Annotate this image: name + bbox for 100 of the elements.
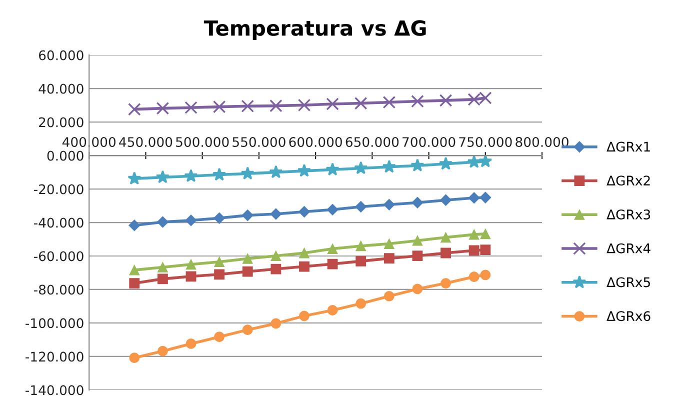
x-tick-label: 450.000 (119, 137, 172, 147)
point (214, 269, 225, 280)
point (384, 290, 394, 302)
point (270, 99, 282, 112)
point (467, 154, 481, 168)
point (157, 262, 168, 272)
point (270, 208, 282, 220)
point (354, 161, 368, 174)
point (412, 235, 423, 246)
x-tick-label: 650.000 (346, 137, 399, 147)
legend-label: ΔGRx4 (606, 243, 650, 254)
point (128, 102, 141, 116)
y-tick-label: -60.000 (34, 251, 84, 262)
point (354, 96, 368, 110)
point (384, 253, 394, 264)
legend-label: ΔGRx1 (606, 142, 650, 152)
point (242, 253, 253, 264)
x-tick-label: 750.000 (459, 137, 512, 147)
point (270, 264, 282, 274)
point (326, 98, 339, 110)
point (327, 305, 338, 316)
point (439, 94, 452, 107)
point (480, 244, 491, 256)
point (156, 102, 170, 115)
point (269, 165, 283, 178)
point (186, 271, 196, 282)
point (440, 232, 451, 243)
point (412, 250, 423, 262)
legend-label: ΔGRx6 (606, 311, 650, 322)
point (382, 96, 396, 109)
point (439, 156, 453, 170)
point (326, 204, 338, 216)
point (242, 210, 254, 222)
y-tick-label: 40.000 (38, 84, 84, 94)
point (382, 160, 396, 173)
point (128, 172, 142, 185)
point (241, 100, 254, 113)
y-tick-label: -80.000 (34, 284, 84, 295)
point (214, 332, 225, 342)
x-tick-label: 800.000 (516, 137, 568, 147)
point (297, 164, 312, 177)
point (356, 256, 366, 266)
point (128, 220, 140, 232)
point (212, 100, 226, 114)
point (299, 310, 310, 322)
point (327, 244, 338, 254)
point (326, 162, 340, 176)
point (129, 264, 140, 276)
point (480, 270, 491, 280)
point (157, 274, 168, 284)
point (156, 216, 168, 228)
y-tick-label: -20.000 (34, 184, 84, 194)
y-tick-label: 0.000 (47, 150, 84, 161)
point (242, 266, 253, 277)
point (214, 256, 225, 268)
point (384, 238, 394, 249)
point (440, 248, 451, 258)
point (480, 192, 492, 204)
point (186, 338, 196, 349)
point (383, 198, 395, 210)
point (240, 166, 254, 180)
point (412, 196, 424, 208)
point (270, 250, 282, 262)
legend-label: ΔGRx3 (606, 209, 650, 220)
point (480, 228, 491, 240)
point (157, 346, 168, 356)
point (478, 154, 492, 168)
point (212, 168, 226, 181)
y-tick-label: -100.000 (26, 318, 84, 328)
x-tick-label: 550.000 (232, 137, 286, 147)
point (356, 298, 366, 309)
chart-title: Temperatura vs ΔG (204, 20, 426, 40)
point (299, 261, 310, 272)
point (186, 259, 196, 270)
point (468, 245, 480, 256)
legend-label: ΔGRx2 (606, 176, 650, 186)
point (129, 278, 140, 288)
point (185, 214, 197, 226)
point (242, 324, 253, 336)
point (129, 352, 140, 364)
point (440, 278, 451, 288)
x-tick-label: 500.000 (176, 137, 229, 147)
point (410, 158, 424, 172)
point (468, 272, 480, 282)
y-tick-label: 20.000 (39, 117, 84, 128)
y-tick-label: -40.000 (34, 218, 84, 228)
point (468, 192, 480, 204)
point (327, 258, 338, 270)
point (299, 248, 310, 258)
point (156, 170, 170, 184)
point (411, 94, 424, 108)
y-tick-label: 60.000 (38, 50, 84, 60)
point (184, 169, 198, 182)
x-tick-label: 600.000 (289, 137, 342, 147)
point (468, 229, 480, 240)
x-tick-label: 700.000 (402, 137, 456, 147)
point (214, 212, 226, 224)
x-tick-label: 400.000 (62, 137, 116, 147)
point (440, 194, 452, 206)
point (298, 206, 310, 218)
